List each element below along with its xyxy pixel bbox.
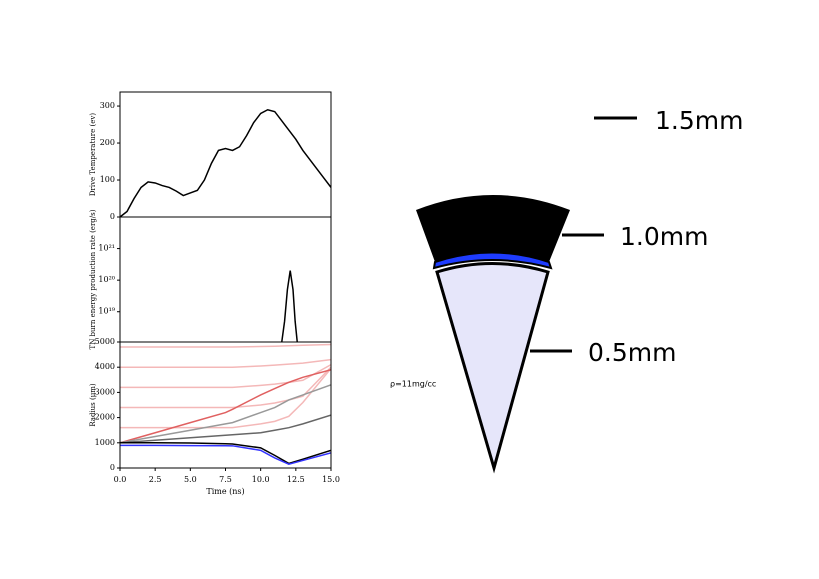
y-tick-label: 1000 (95, 438, 115, 447)
axes-frame (119, 91, 332, 218)
x-tick-label: 15.0 (322, 475, 340, 484)
wedge-diagram: 1.5mm 1.0mm 0.5mm ρ=11mg/cc (390, 106, 743, 474)
y-tick-label: 0 (110, 212, 115, 221)
y-tick-label: 10²¹ (98, 244, 115, 253)
data-line (120, 384, 331, 444)
x-tick-label: 12.5 (287, 475, 305, 484)
axes-frame (119, 216, 332, 343)
data-line (120, 414, 331, 444)
radius-label: 1.5mm (655, 106, 743, 135)
x-tick-label: 7.5 (219, 475, 232, 484)
y-tick-label: 10²⁰ (98, 275, 115, 284)
y-tick-label: 100 (100, 175, 115, 184)
y-tick-label: 3000 (95, 387, 115, 396)
outer-shell (416, 195, 570, 262)
y-axis-label: Drive Temperature (ev) (89, 113, 97, 196)
y-axis-label: Radius (μm) (89, 383, 97, 427)
y-tick-label: 300 (100, 101, 115, 110)
data-line (120, 358, 331, 368)
data-line (120, 444, 331, 466)
data-line (120, 442, 331, 465)
radius-label: 0.5mm (588, 338, 676, 367)
y-tick-label: 10¹⁹ (98, 307, 115, 316)
data-line (120, 108, 331, 217)
ablator-layer (432, 251, 553, 270)
y-axis-label: TN burn energy production rate (erg/s) (89, 209, 97, 349)
data-line (120, 364, 331, 389)
fuel-region (435, 262, 550, 474)
x-tick-label: 10.0 (252, 475, 270, 484)
x-tick-label: 0.0 (114, 475, 127, 484)
y-tick-label: 0 (110, 463, 115, 472)
y-tick-label: 2000 (95, 413, 115, 422)
radius-label: 1.0mm (620, 222, 708, 251)
density-label: ρ=11mg/cc (390, 380, 436, 389)
y-tick-label: 200 (100, 138, 115, 147)
x-axis-label: Time (ns) (206, 487, 244, 496)
data-line (120, 368, 331, 444)
data-line (120, 343, 331, 348)
y-tick-label: 4000 (95, 362, 115, 371)
x-tick-label: 5.0 (184, 475, 197, 484)
data-line (120, 367, 331, 429)
y-tick-label: 5000 (95, 337, 115, 346)
data-line (281, 270, 298, 342)
x-tick-label: 2.5 (149, 475, 162, 484)
